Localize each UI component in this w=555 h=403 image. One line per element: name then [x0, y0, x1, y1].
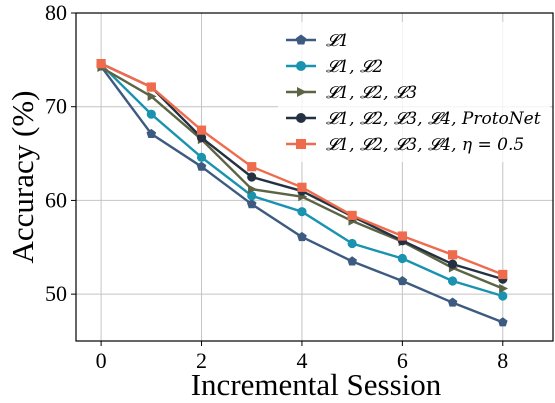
- data-point: [96, 59, 106, 69]
- legend-marker: [295, 34, 307, 45]
- legend-label: 𝓛1, 𝓛2, 𝓛3: [326, 83, 417, 103]
- x-tick-label: 2: [196, 348, 207, 373]
- legend-marker: [296, 61, 306, 71]
- legend-label: 𝓛1: [326, 31, 349, 51]
- legend-entry: 𝓛1, 𝓛2, 𝓛3, 𝓛4, ProtoNet: [286, 109, 541, 129]
- data-point: [248, 184, 258, 194]
- legend: 𝓛1 𝓛1, 𝓛2 𝓛1, 𝓛2, 𝓛3 𝓛1, 𝓛2, 𝓛3, 𝓛4, ProtoN…: [278, 22, 550, 162]
- data-point: [196, 152, 207, 162]
- data-point: [247, 191, 257, 201]
- legend-label: 𝓛1, 𝓛2, 𝓛3, 𝓛4, ProtoNet: [326, 109, 541, 129]
- data-point: [397, 275, 408, 286]
- data-point: [247, 162, 257, 172]
- data-point: [147, 91, 157, 102]
- data-point: [498, 291, 508, 301]
- data-point: [196, 133, 207, 143]
- legend-box: [278, 22, 550, 162]
- plot-frame: [75, 12, 554, 342]
- x-tick-label: 8: [497, 348, 508, 373]
- data-point: [347, 210, 357, 221]
- y-tick-label: 60: [45, 187, 67, 212]
- data-point: [347, 256, 357, 266]
- data-point: [397, 253, 407, 264]
- series-lines: [96, 59, 509, 327]
- series-5: [96, 59, 508, 280]
- data-point: [447, 259, 458, 269]
- legend-marker: [296, 113, 306, 123]
- legend-entry: 𝓛1, 𝓛2: [286, 57, 383, 77]
- y-tick-label: 80: [45, 0, 67, 25]
- x-axis-ticks: 0 2 4 6 8: [96, 341, 508, 373]
- data-point: [146, 109, 156, 119]
- x-axis-title: Incremental Session: [191, 367, 442, 402]
- legend-label: 𝓛1, 𝓛2, 𝓛3, 𝓛4, η = 0.5: [326, 135, 524, 155]
- data-point: [146, 128, 157, 138]
- data-point: [297, 182, 307, 192]
- y-axis-title: Accuracy (%): [5, 91, 40, 264]
- x-tick-label: 4: [296, 348, 307, 373]
- legend-entry: 𝓛1, 𝓛2, 𝓛3, 𝓛4, η = 0.5: [286, 135, 524, 155]
- data-point: [497, 317, 508, 327]
- data-point: [447, 297, 458, 307]
- data-point: [297, 207, 307, 217]
- x-tick-label: 6: [397, 348, 408, 373]
- data-point: [499, 283, 509, 294]
- y-tick-label: 70: [45, 94, 67, 119]
- series-2: [96, 59, 508, 301]
- legend-entry: 𝓛1: [286, 31, 349, 51]
- data-point: [397, 231, 407, 241]
- y-tick-label: 50: [45, 281, 67, 306]
- legend-marker: [296, 139, 306, 149]
- legend-entry: 𝓛1, 𝓛2, 𝓛3: [286, 83, 417, 103]
- x-tick-label: 0: [96, 348, 107, 373]
- data-point: [146, 82, 156, 92]
- data-point: [347, 238, 357, 249]
- y-axis-ticks: 50 60 70 80: [45, 0, 76, 306]
- data-point: [447, 250, 458, 260]
- legend-marker: [297, 87, 307, 97]
- data-point: [447, 276, 458, 286]
- legend-label: 𝓛1, 𝓛2: [326, 57, 383, 77]
- data-point: [246, 199, 257, 209]
- data-point: [196, 125, 207, 135]
- data-point: [498, 269, 508, 280]
- data-point: [297, 231, 307, 242]
- data-point: [247, 172, 257, 182]
- data-point: [196, 161, 207, 171]
